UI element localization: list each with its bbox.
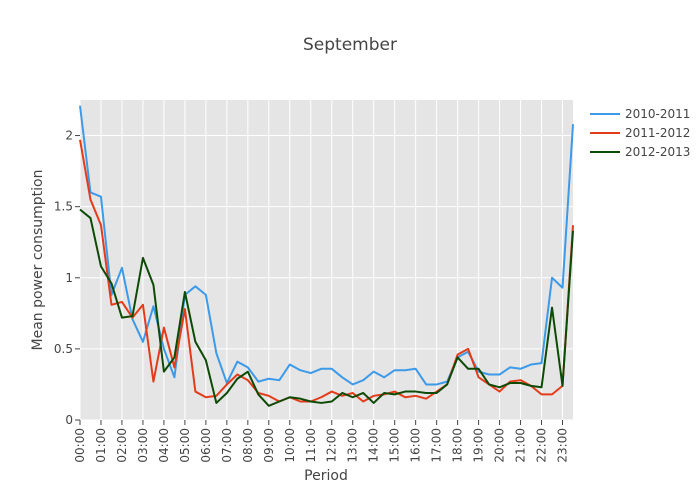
- x-tick-label: 19:00: [472, 428, 486, 463]
- x-axis-title: Period: [304, 468, 348, 484]
- x-tick-label: 17:00: [430, 428, 444, 463]
- x-tick-label: 09:00: [262, 428, 276, 463]
- plot-area: [80, 100, 573, 420]
- x-tick-label: 14:00: [367, 428, 381, 463]
- x-tick-label: 18:00: [451, 428, 465, 463]
- x-tick-label: 07:00: [220, 428, 234, 463]
- legend-label: 2010-2011: [625, 107, 690, 121]
- legend-label: 2011-2012: [625, 126, 690, 140]
- x-tick-label: 23:00: [556, 428, 570, 463]
- series-line-2012-2013: [79, 208, 574, 407]
- legend: 2010-2011 2011-2012 2012-2013: [590, 107, 690, 159]
- x-tick-label: 02:00: [115, 428, 129, 463]
- y-tick-label: 0: [65, 413, 73, 427]
- series-lines: [79, 105, 574, 407]
- axes: 0 0.5 1 1.5 2 00:00 01:00 02:00 03:00 04:00 05:00 0…: [54, 129, 570, 463]
- x-tick-label: 04:00: [157, 428, 171, 463]
- x-tick-label: 16:00: [409, 428, 423, 463]
- x-tick-label: 01:00: [94, 428, 108, 463]
- chart-title: September: [303, 35, 397, 55]
- legend-label: 2012-2013: [625, 145, 690, 159]
- y-tick-label: 2: [65, 129, 73, 143]
- y-tick-label: 1: [65, 271, 73, 285]
- x-tick-label: 21:00: [514, 428, 528, 463]
- x-tick-label: 06:00: [199, 428, 213, 463]
- x-tick-label: 05:00: [178, 428, 192, 463]
- x-tick-label: 10:00: [283, 428, 297, 463]
- y-axis-title: Mean power consumption: [30, 170, 46, 351]
- x-tick-label: 20:00: [493, 428, 507, 463]
- x-tick-label: 08:00: [241, 428, 255, 463]
- x-tick-label: 15:00: [388, 428, 402, 463]
- y-tick-label: 1.5: [54, 200, 73, 214]
- x-tick-label: 03:00: [136, 428, 150, 463]
- x-tick-label: 13:00: [346, 428, 360, 463]
- y-tick-label: 0.5: [54, 342, 73, 356]
- x-tick-label: 12:00: [325, 428, 339, 463]
- x-tick-label: 11:00: [304, 428, 318, 463]
- x-tick-label: 22:00: [535, 428, 549, 463]
- x-tick-label: 00:00: [73, 428, 87, 463]
